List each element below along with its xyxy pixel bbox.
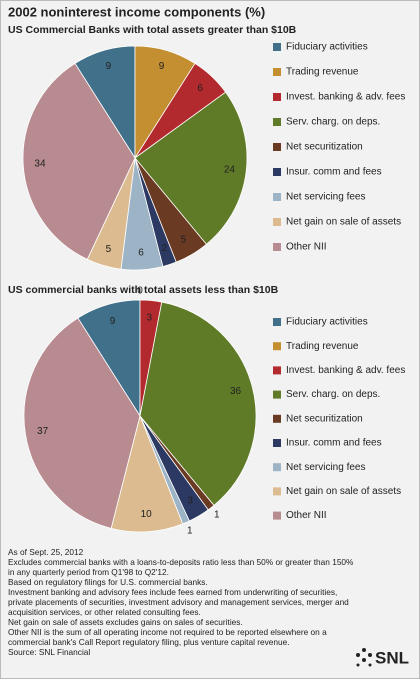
legend-label: Serv. charg. on deps. bbox=[286, 389, 380, 400]
data-label: 34 bbox=[34, 159, 46, 170]
data-label: 9 bbox=[159, 61, 165, 72]
legend-label: Net gain on sale of assets bbox=[286, 486, 401, 497]
legend-swatch bbox=[273, 463, 281, 472]
footnote: Source: SNL Financial bbox=[8, 647, 90, 657]
data-label: 3 bbox=[146, 312, 152, 323]
data-label: 5 bbox=[181, 235, 187, 246]
footnote: Excludes commercial banks with a loans-t… bbox=[8, 557, 354, 567]
pie-slice bbox=[139, 301, 257, 506]
legend-swatch bbox=[273, 487, 281, 496]
legend-label: Invest. banking & adv. fees bbox=[286, 365, 405, 376]
legend-label: Insur. comm and fees bbox=[286, 438, 382, 449]
legend-label: Fiduciary activities bbox=[286, 317, 368, 328]
legend-label: Serv. charg. on deps. bbox=[286, 117, 380, 128]
footnote: private placements of securities, invest… bbox=[8, 597, 349, 607]
legend-swatch bbox=[273, 342, 281, 351]
data-label: 6 bbox=[138, 248, 144, 259]
footnote: acquisition services, or other related c… bbox=[8, 607, 201, 617]
legend-swatch bbox=[273, 511, 281, 520]
legend-swatch bbox=[273, 414, 281, 423]
data-label: 5 bbox=[106, 244, 112, 255]
legend-label: Insur. comm and fees bbox=[286, 167, 382, 178]
legend-label: Net securitization bbox=[286, 142, 363, 153]
legend-swatch bbox=[273, 168, 281, 176]
footnote: As of Sept. 25, 2012 bbox=[8, 547, 84, 557]
footnote: Other NII is the sum of all operating in… bbox=[8, 627, 327, 637]
legend-label: Trading revenue bbox=[286, 67, 359, 78]
data-label: 10 bbox=[141, 509, 153, 520]
legend-label: Net servicing fees bbox=[286, 462, 365, 473]
legend-swatch bbox=[273, 318, 281, 326]
pie-slice bbox=[110, 414, 184, 533]
data-label: 1 bbox=[187, 526, 193, 537]
legend-label: Net gain on sale of assets bbox=[286, 217, 401, 228]
footnote: Net gain on sale of assets excludes gain… bbox=[8, 617, 243, 627]
footnote: Based on regulatory filings for U.S. com… bbox=[8, 577, 208, 587]
pie-slice bbox=[23, 317, 141, 529]
data-label: 9 bbox=[106, 61, 112, 72]
logo: SNL bbox=[356, 648, 409, 667]
legend-swatch bbox=[273, 243, 281, 251]
legend-label: Net securitization bbox=[286, 413, 363, 424]
pie-slice bbox=[22, 62, 136, 260]
footnote: in any quarterly period from Q1'98 to Q2… bbox=[8, 567, 169, 577]
data-label: 36 bbox=[230, 386, 242, 397]
data-label: 1 bbox=[214, 510, 220, 521]
chart-title: 2002 noninterest income components (%) bbox=[8, 4, 265, 19]
legend-swatch bbox=[273, 439, 281, 447]
legend-swatch bbox=[273, 366, 281, 375]
legend-swatch bbox=[273, 390, 281, 399]
legend-swatch bbox=[273, 118, 281, 126]
logo-text: SNL bbox=[375, 648, 409, 667]
legend-label: Fiduciary activities bbox=[286, 42, 368, 53]
data-label: 3 bbox=[187, 496, 193, 507]
chart-subtitle: US Commercial Banks with total assets gr… bbox=[8, 24, 297, 36]
data-label: 24 bbox=[224, 165, 236, 176]
data-label: 9 bbox=[110, 316, 116, 327]
legend-label: Trading revenue bbox=[286, 341, 359, 352]
legend-label: Other NII bbox=[286, 242, 327, 253]
legend-swatch bbox=[273, 43, 281, 51]
chart-subtitle: US commercial banks with total assets le… bbox=[8, 284, 279, 296]
legend-label: Invest. banking & adv. fees bbox=[286, 92, 405, 103]
data-label: 2 bbox=[162, 243, 168, 254]
legend-swatch bbox=[273, 193, 281, 201]
legend-swatch bbox=[273, 93, 281, 101]
legend-label: Other NII bbox=[286, 510, 327, 521]
data-label: 0 bbox=[137, 285, 143, 296]
footnote: Investment banking and advisory fees inc… bbox=[8, 587, 337, 597]
legend-label: Net servicing fees bbox=[286, 192, 365, 203]
legend-swatch bbox=[273, 143, 281, 151]
legend-swatch bbox=[273, 218, 281, 226]
legend-swatch bbox=[273, 68, 281, 76]
data-label: 37 bbox=[37, 426, 49, 437]
footnote: commercial bank's Call Report regulatory… bbox=[8, 637, 290, 647]
data-label: 6 bbox=[197, 83, 203, 94]
pie-slice bbox=[134, 91, 248, 245]
